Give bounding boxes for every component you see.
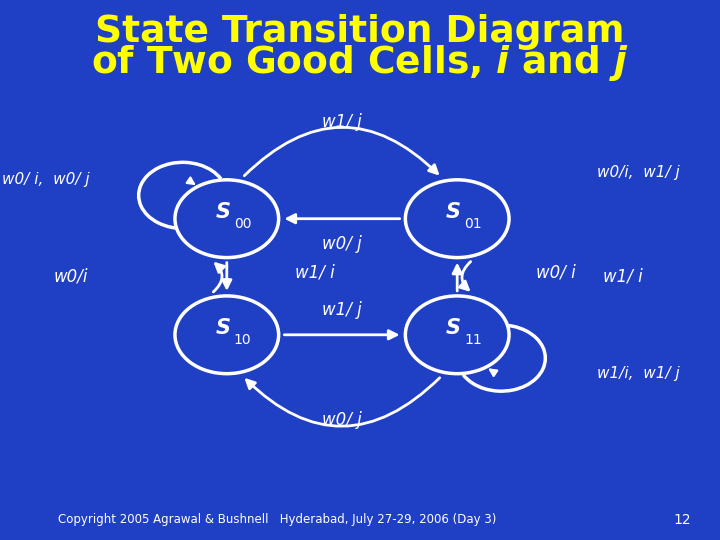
Text: w1/ j: w1/ j <box>322 301 362 319</box>
Text: w1/i,  w1/ j: w1/i, w1/ j <box>598 366 680 381</box>
Text: of Two Good Cells, $\bfit{i}$ and $\bfit{j}$: of Two Good Cells, $\bfit{i}$ and $\bfit… <box>91 43 629 83</box>
Text: w0/i: w0/i <box>54 268 89 286</box>
Text: 11: 11 <box>464 333 482 347</box>
Text: w1/ j: w1/ j <box>322 112 362 131</box>
Text: S: S <box>216 202 230 222</box>
Text: 01: 01 <box>464 217 482 231</box>
Circle shape <box>175 180 279 258</box>
Circle shape <box>405 180 509 258</box>
Text: Copyright 2005 Agrawal & Bushnell   Hyderabad, July 27-29, 2006 (Day 3): Copyright 2005 Agrawal & Bushnell Hydera… <box>58 514 496 526</box>
Text: S: S <box>216 318 230 339</box>
Text: w1/ i: w1/ i <box>295 264 335 282</box>
Text: S: S <box>446 202 461 222</box>
Text: w0/ j: w0/ j <box>322 411 362 429</box>
Text: w0/ i: w0/ i <box>536 264 575 282</box>
Text: w1/ i: w1/ i <box>603 268 643 286</box>
Text: w0/ i,  w0/ j: w0/ i, w0/ j <box>1 172 89 187</box>
Text: 00: 00 <box>234 217 251 231</box>
Text: State Transition Diagram: State Transition Diagram <box>95 14 625 50</box>
Text: 12: 12 <box>674 512 691 526</box>
Text: 10: 10 <box>234 333 251 347</box>
Text: w0/ j: w0/ j <box>322 235 362 253</box>
Circle shape <box>175 296 279 374</box>
Text: w0/i,  w1/ j: w0/i, w1/ j <box>598 165 680 179</box>
Text: S: S <box>446 318 461 339</box>
Circle shape <box>405 296 509 374</box>
